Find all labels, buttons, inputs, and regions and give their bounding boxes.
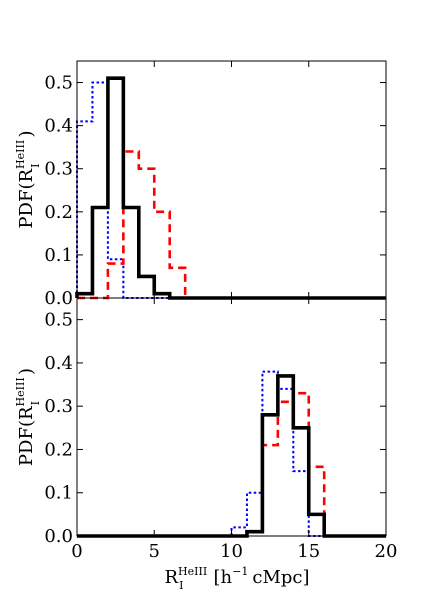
y-tick-label: 0.5 <box>44 310 73 331</box>
y-axis-label: PDF(RHeIII I) <box>14 130 42 228</box>
series-solid-000000 <box>75 76 386 300</box>
y-axis-label: PDF(RHeIII I) <box>14 368 42 466</box>
y-tick-label: 0.0 <box>44 288 73 309</box>
panel-top: 0.0 0.1 0.2 0.3 0.4 0.5 PDF(RHeIII I) <box>14 60 387 309</box>
series-solid-000000 <box>77 374 386 538</box>
x-tick-label: 10 <box>220 541 243 562</box>
panel-bottom: 0.0 0.1 0.2 0.3 0.4 0.5 0 5 10 15 20 PDF(RHeIII I) RH… <box>14 297 398 592</box>
y-tick-label: 0.3 <box>44 396 73 417</box>
x-tick-label: 20 <box>375 541 398 562</box>
y-tick-label: 0.4 <box>44 116 73 137</box>
y-tick-label: 0.2 <box>44 439 73 460</box>
y-tick-label: 0.3 <box>44 159 73 180</box>
y-tick-label: 0.5 <box>44 73 73 94</box>
y-tick-label: 0.0 <box>44 526 73 547</box>
y-tick-label: 0.1 <box>44 483 73 504</box>
axes-frame <box>76 297 387 537</box>
x-tick-label: 15 <box>297 541 320 562</box>
y-tick-label: 0.4 <box>44 353 73 374</box>
x-tick-label: 5 <box>149 541 160 562</box>
y-tick-label: 0.1 <box>44 245 73 266</box>
x-tick-label: 0 <box>71 541 82 562</box>
series-dotted-0000ff <box>77 370 386 537</box>
y-tick-label: 0.2 <box>44 202 73 223</box>
series-dashed-ff0000 <box>77 391 386 538</box>
x-axis-label: RHeIII I [h−1 cMpc] <box>164 565 309 592</box>
